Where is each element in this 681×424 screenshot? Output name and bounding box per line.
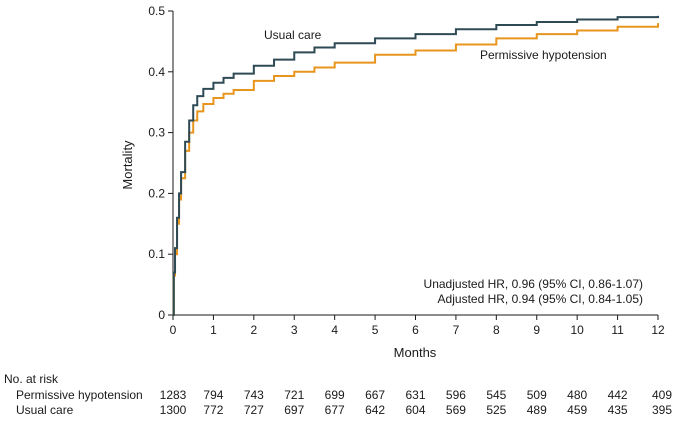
y-tick-label: 0.5 (148, 4, 165, 18)
risk-value: 772 (203, 403, 223, 417)
risk-value: 721 (284, 388, 304, 402)
risk-value: 489 (527, 403, 547, 417)
x-tick-label: 1 (210, 323, 217, 337)
risk-value: 677 (325, 403, 345, 417)
risk-value: 545 (486, 388, 506, 402)
risk-value: 631 (405, 388, 425, 402)
risk-value: 642 (365, 403, 385, 417)
y-tick-label: 0.3 (148, 126, 165, 140)
risk-value: 1300 (160, 403, 187, 417)
risk-row-label-usual-care: Usual care (16, 403, 74, 417)
y-tick-label: 0.4 (148, 65, 165, 79)
risk-value: 596 (446, 388, 466, 402)
risk-value: 604 (405, 403, 425, 417)
risk-value: 699 (325, 388, 345, 402)
series-line-usual-care (172, 15, 659, 316)
y-tick-label: 0.1 (148, 247, 165, 261)
series-label-usual-care: Usual care (264, 28, 322, 42)
risk-value: 794 (203, 388, 223, 402)
risk-value: 727 (244, 403, 264, 417)
series-layer (172, 15, 659, 316)
y-axis-title: Mortality (120, 140, 135, 190)
x-axis-title: Months (394, 345, 437, 360)
risk-value: 525 (486, 403, 506, 417)
risk-value: 1283 (160, 388, 187, 402)
risk-table: No. at risk Permissive hypotension Usual… (4, 372, 672, 417)
x-tick-label: 0 (170, 323, 177, 337)
annotation-unadjusted-hr: Unadjusted HR, 0.96 (95% CI, 0.86-1.07) (424, 277, 643, 291)
x-tick-label: 7 (453, 323, 460, 337)
x-tick-label: 10 (570, 323, 584, 337)
x-tick-label: 8 (493, 323, 500, 337)
risk-value: 435 (608, 403, 628, 417)
x-tick-label: 3 (291, 323, 298, 337)
x-tick-label: 5 (372, 323, 379, 337)
x-tick-label: 6 (412, 323, 419, 337)
x-tick-label: 11 (611, 323, 624, 337)
annotation-adjusted-hr: Adjusted HR, 0.94 (95% CI, 0.84-1.05) (438, 292, 643, 306)
risk-value: 667 (365, 388, 385, 402)
risk-value: 459 (567, 403, 587, 417)
y-tick-label: 0 (158, 308, 165, 322)
risk-table-header: No. at risk (4, 372, 59, 386)
series-label-permissive-hypotension: Permissive hypotension (480, 48, 607, 62)
risk-value: 743 (244, 388, 264, 402)
y-tick-label: 0.2 (148, 186, 165, 200)
risk-value: 409 (652, 388, 672, 402)
risk-value: 395 (652, 403, 672, 417)
x-tick-label: 9 (533, 323, 540, 337)
risk-value: 509 (527, 388, 547, 402)
x-tick-label: 4 (331, 323, 338, 337)
axes: 00.10.20.30.40.50 1 2 3 4 5 6 7 8 9 10 11 12 (148, 4, 665, 337)
series-line-permissive-hypotension (172, 23, 659, 316)
risk-row-label-permissive-hypotension: Permissive hypotension (16, 388, 143, 402)
x-tick-label: 2 (250, 323, 257, 337)
risk-value: 480 (567, 388, 587, 402)
risk-value: 697 (284, 403, 304, 417)
labels: Months Mortality Usual care Permissive h… (120, 28, 643, 360)
risk-values: 1283 794 743 721 699 667 631 596 545 509 480 442 409… (160, 388, 673, 417)
risk-value: 569 (446, 403, 466, 417)
x-tick-label: 12 (651, 323, 665, 337)
risk-value: 442 (608, 388, 628, 402)
